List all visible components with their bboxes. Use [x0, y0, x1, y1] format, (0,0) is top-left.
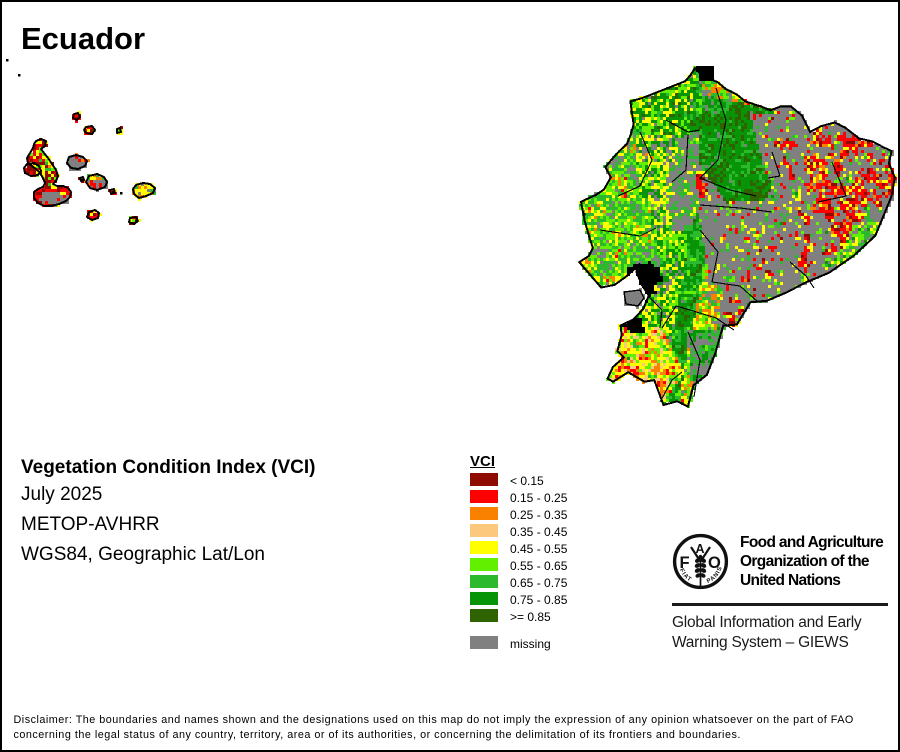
svg-text:F: F [680, 554, 690, 572]
svg-text:O: O [708, 554, 721, 572]
svg-text:A: A [696, 542, 705, 556]
